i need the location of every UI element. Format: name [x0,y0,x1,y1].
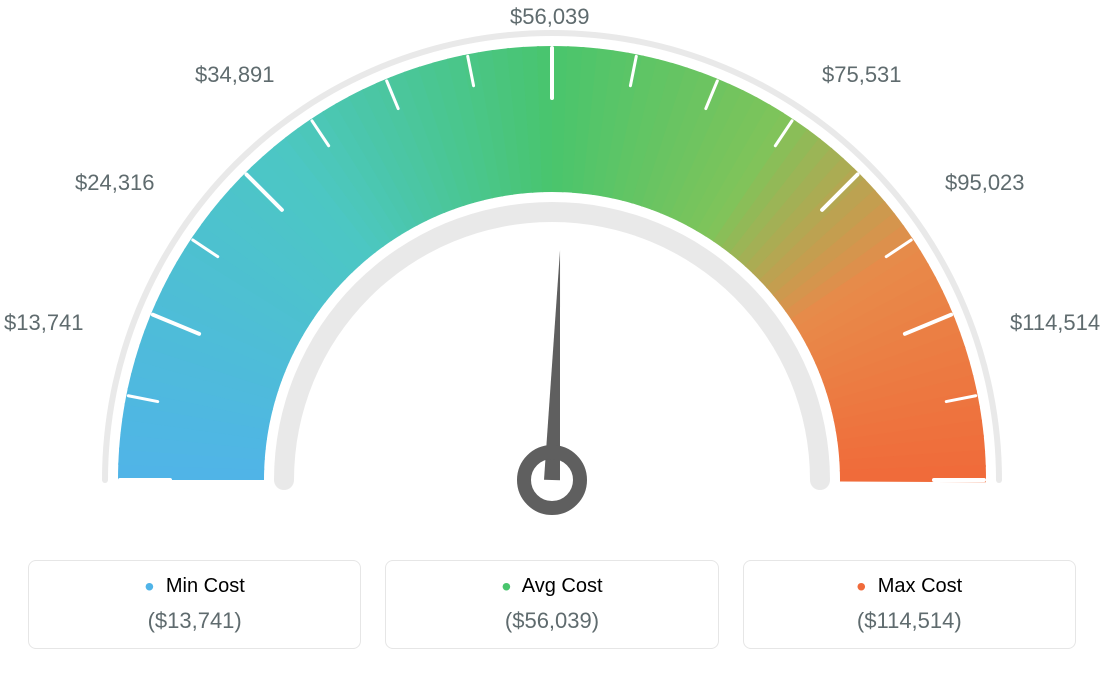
legend-value-max: ($114,514) [744,608,1075,634]
gauge-chart: $13,741 $24,316 $34,891 $56,039 $75,531 $95,0… [0,0,1104,560]
legend-label-min: Min Cost [166,575,245,597]
gauge-tick-label: $114,514 [1010,310,1100,336]
legend-min-cost: • Min Cost ($13,741) [28,560,361,649]
legend-label-avg: Avg Cost [522,575,603,597]
legend-row: • Min Cost ($13,741) • Avg Cost ($56,039… [0,560,1104,649]
legend-value-min: ($13,741) [29,608,360,634]
legend-dot-min: • [145,571,155,602]
legend-label-max: Max Cost [878,575,962,597]
gauge-tick-label: $95,023 [945,170,1025,196]
gauge-tick-label: $13,741 [4,310,84,336]
legend-dot-max: • [856,571,866,602]
legend-dot-avg: • [501,571,511,602]
gauge-tick-label: $34,891 [195,62,275,88]
gauge-tick-label: $75,531 [822,62,902,88]
gauge-tick-label: $24,316 [75,170,155,196]
legend-avg-cost: • Avg Cost ($56,039) [385,560,718,649]
legend-value-avg: ($56,039) [386,608,717,634]
gauge-tick-label: $56,039 [510,4,590,30]
cost-gauge-container: $13,741 $24,316 $34,891 $56,039 $75,531 $95,0… [0,0,1104,690]
legend-max-cost: • Max Cost ($114,514) [743,560,1076,649]
